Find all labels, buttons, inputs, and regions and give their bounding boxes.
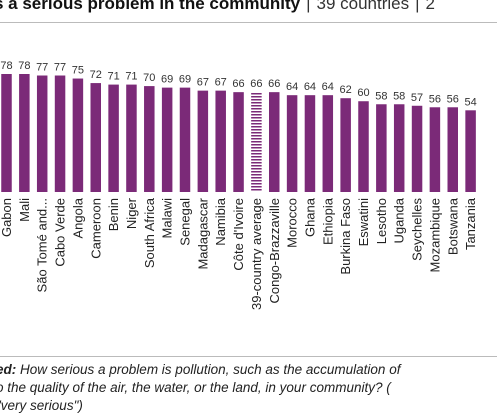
value-label-madagascar: 67 [197,77,209,89]
bar-ethiopia [322,95,334,192]
bar-cameroon [90,83,101,192]
category-label-burkina-faso: Burkina Faso [338,198,353,275]
bar-angola [72,78,84,192]
chart-title-main: s a serious problem in the community [0,0,301,13]
value-label-c-te-d-ivoire: 66 [232,78,244,90]
category-label-madagascar: Madagascar [195,197,210,269]
value-label-angola: 75 [72,65,84,77]
chart-title: s a serious problem in the community | 39 … [0,0,435,14]
footnote-text-1: How serious a problem is pollution, such… [16,362,401,377]
value-label-benin: 71 [107,71,119,83]
value-label-gabon: 78 [0,60,12,72]
category-label-uganda: Uganda [392,197,407,243]
category-label-ghana: Ghana [302,197,317,237]
footnote-line-3: "very serious") [0,398,83,413]
bar-morocco [286,95,298,192]
value-label-mozambique: 56 [429,93,441,105]
title-countries: 39 countries [316,0,410,13]
value-label-ghana: 64 [304,81,316,93]
value-label-niger: 71 [125,71,137,83]
value-label-cabo-verde: 77 [54,62,66,74]
value-label-cameroon: 72 [90,69,102,81]
bar-seychelles [411,105,423,192]
bar-tanzania [465,110,476,192]
bar-ghana [304,95,316,192]
value-label-malawi: 69 [161,74,173,86]
value-label-south-africa: 70 [143,72,155,84]
category-label-niger: Niger [124,197,139,229]
value-label-lesotho: 58 [375,90,387,102]
category-label-seychelles: Seychelles [410,198,425,261]
category-label-tanzania: Tanzania [463,197,478,250]
footnote: ed: How serious a problem is pollution, … [0,361,497,415]
value-label-burkina-faso: 62 [340,84,352,96]
value-label-s-o-tom-and: 77 [36,62,48,74]
value-label-seychelles: 57 [411,92,423,104]
value-label-senegal: 69 [179,74,191,86]
category-label-malawi: Malawi [160,198,175,239]
category-label-morocco: Morocco [285,198,300,248]
category-label-botswana: Botswana [445,197,460,255]
title-separator-2: | [415,0,420,13]
value-label-39-country-average: 66 [250,78,262,90]
bar-south-africa [144,86,155,192]
bar-uganda [393,104,405,192]
footer-divider [0,356,497,357]
bar-madagascar [197,90,209,192]
category-label-mozambique: Mozambique [427,198,442,272]
bar-senegal [179,87,191,192]
value-label-mali: 78 [18,60,30,72]
bar-niger [126,84,137,192]
value-label-botswana: 56 [447,93,459,105]
category-label-lesotho: Lesotho [374,198,389,244]
category-label-cameroon: Cameroon [88,198,103,259]
value-label-tanzania: 54 [464,96,476,108]
bar-namibia [215,90,226,192]
footnote-lead: ed: [0,362,17,377]
footnote-line-2: o the quality of the air, the water, or … [0,380,391,395]
title-extra: 2 [425,0,436,13]
bar-mozambique [429,107,441,192]
bar-botswana [447,107,458,192]
category-label-39-country-average: 39-country average [249,198,264,310]
bar-congo-brazzaville [269,92,280,192]
bar-39-country-average [251,92,262,192]
bar-chart: 78 Gabon 78 Mali 77 São Tomé and... 77 Cabo Ver… [0,60,478,310]
bar-lesotho [376,104,387,192]
category-label-eswatini: Eswatini [356,198,371,247]
value-label-namibia: 67 [215,77,227,89]
category-label-senegal: Senegal [178,198,193,246]
bar-s-o-tom-and [36,75,48,192]
bar-burkina-faso [340,98,351,192]
value-label-morocco: 64 [286,81,298,93]
title-divider [0,22,497,23]
bar-gabon [1,74,12,192]
category-label-cabo-verde: Cabo Verde [53,198,68,267]
category-label-benin: Benin [106,198,121,231]
category-label-namibia: Namibia [213,197,228,245]
bar-benin [108,84,119,192]
footnote-line-1: ed: How serious a problem is pollution, … [0,361,497,379]
category-label-c-te-d-ivoire: Côte d'Ivoire [231,198,246,271]
value-label-eswatini: 60 [357,87,369,99]
category-label-ethiopia: Ethiopia [320,197,335,245]
category-label-s-o-tom-and: São Tomé and... [35,198,50,292]
value-label-uganda: 58 [393,90,405,102]
value-label-congo-brazzaville: 66 [268,78,280,90]
bar-malawi [161,87,173,192]
category-label-angola: Angola [70,197,85,238]
category-label-congo-brazzaville: Congo-Brazzaville [267,198,282,304]
category-label-south-africa: South Africa [142,197,157,268]
bar-cabo-verde [54,75,66,192]
category-label-gabon: Gabon [0,198,14,237]
title-separator: | [306,0,311,13]
category-label-mali: Mali [17,198,32,222]
value-label-ethiopia: 64 [322,81,334,93]
bar-mali [19,74,30,192]
bar-eswatini [358,101,369,192]
bar-c-te-d-ivoire [233,92,244,192]
